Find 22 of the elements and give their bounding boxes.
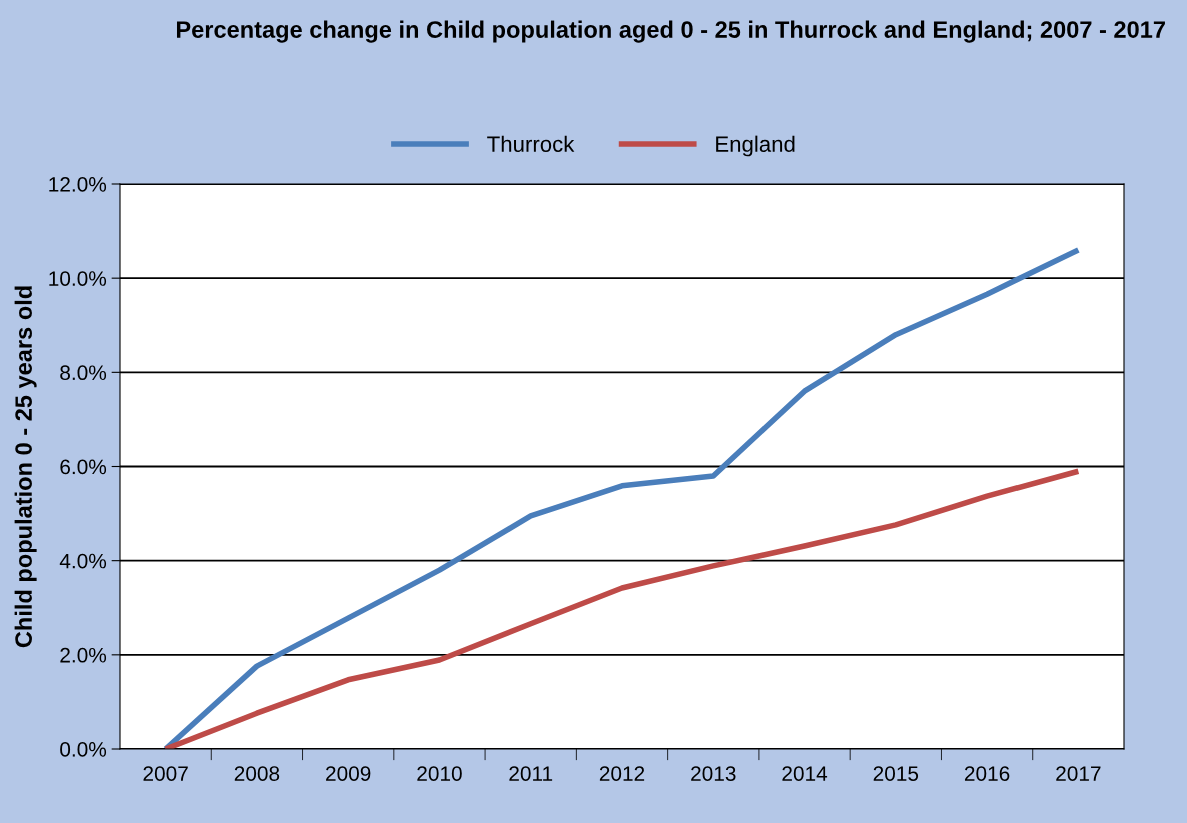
x-tick-label: 2012 [599, 766, 645, 781]
x-tick-label: 2016 [964, 766, 1010, 781]
legend-label: England [716, 135, 795, 157]
x-tick-label: 2013 [691, 766, 736, 781]
y-tick-label: 10.0% [49, 271, 107, 286]
y-tick-label: 12.0% [49, 177, 107, 192]
y-tick-label: 0.0% [60, 742, 107, 757]
y-tick-label: 2.0% [60, 647, 107, 663]
legend-label: Thurrock [487, 135, 575, 152]
y-tick-label: 4.0% [59, 553, 107, 569]
x-tick-label: 2007 [143, 766, 188, 781]
chart-title: Percentage change in Child population aged 0 - 25 in Thurrock and England; 2007 - 2017 [176, 20, 1165, 43]
x-tick-label: 2015 [873, 766, 919, 781]
x-tick-label: 2009 [326, 766, 371, 781]
y-axis-title: Child population 0 - 25 years old [14, 286, 37, 648]
x-tick-label: 2017 [1056, 766, 1101, 781]
x-tick-label: 2008 [234, 766, 280, 781]
y-tick-label: 6.0% [60, 459, 107, 475]
x-tick-label: 2014 [782, 766, 828, 781]
x-tick-label: 2011 [509, 766, 553, 781]
y-tick-label: 8.0% [60, 365, 107, 381]
x-tick-label: 2010 [417, 766, 462, 781]
